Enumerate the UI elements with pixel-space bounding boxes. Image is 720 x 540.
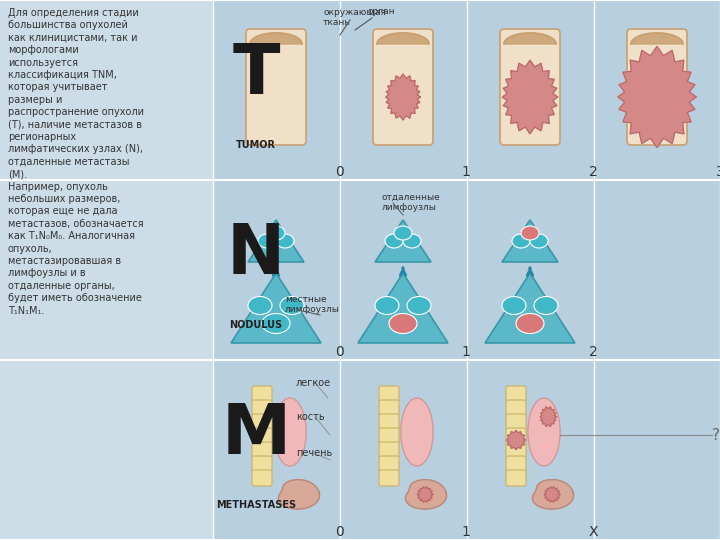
FancyBboxPatch shape (213, 0, 720, 540)
Polygon shape (250, 33, 302, 44)
Text: 0: 0 (335, 345, 343, 359)
Text: N: N (227, 221, 285, 288)
Ellipse shape (274, 398, 306, 466)
Polygon shape (532, 480, 574, 509)
FancyBboxPatch shape (252, 470, 272, 486)
FancyBboxPatch shape (379, 428, 399, 444)
Ellipse shape (375, 296, 399, 314)
Polygon shape (231, 273, 321, 343)
Text: T: T (233, 42, 280, 109)
Ellipse shape (389, 314, 417, 334)
Text: 2: 2 (589, 345, 598, 359)
Polygon shape (386, 74, 420, 120)
Ellipse shape (248, 296, 272, 314)
Ellipse shape (394, 226, 412, 240)
FancyBboxPatch shape (379, 442, 399, 458)
Text: 0: 0 (335, 525, 343, 539)
Text: METHASTASES: METHASTASES (216, 500, 296, 510)
Polygon shape (504, 33, 556, 44)
Text: 1: 1 (462, 525, 470, 539)
FancyBboxPatch shape (252, 400, 272, 416)
Polygon shape (417, 487, 433, 502)
Polygon shape (503, 60, 557, 134)
Ellipse shape (528, 398, 560, 466)
Text: 1: 1 (462, 345, 470, 359)
Polygon shape (485, 273, 575, 343)
Polygon shape (540, 407, 557, 427)
Polygon shape (248, 220, 304, 262)
Polygon shape (631, 33, 683, 44)
FancyBboxPatch shape (252, 428, 272, 444)
Ellipse shape (407, 296, 431, 314)
Ellipse shape (262, 314, 290, 334)
Text: Для определения стадии
большинства опухолей
как клиницистами, так и
морфологами
: Для определения стадии большинства опухо… (8, 8, 144, 316)
FancyBboxPatch shape (506, 442, 526, 458)
FancyBboxPatch shape (379, 456, 399, 472)
Text: M: M (222, 402, 291, 469)
FancyBboxPatch shape (0, 0, 213, 540)
Ellipse shape (534, 296, 558, 314)
Text: печень: печень (296, 448, 332, 458)
FancyBboxPatch shape (379, 414, 399, 430)
Ellipse shape (280, 296, 304, 314)
Ellipse shape (403, 234, 421, 248)
Text: TUMOR: TUMOR (236, 140, 276, 150)
FancyBboxPatch shape (506, 428, 526, 444)
Text: кость: кость (296, 412, 325, 422)
Ellipse shape (401, 398, 433, 466)
FancyBboxPatch shape (252, 456, 272, 472)
FancyBboxPatch shape (252, 386, 272, 402)
Polygon shape (279, 480, 320, 509)
FancyBboxPatch shape (373, 29, 433, 145)
FancyBboxPatch shape (379, 470, 399, 486)
Polygon shape (618, 46, 696, 147)
Polygon shape (377, 33, 429, 44)
Ellipse shape (530, 234, 548, 248)
Ellipse shape (276, 234, 294, 248)
Text: отдаленные
лимфоузлы: отдаленные лимфоузлы (382, 193, 441, 212)
Polygon shape (506, 430, 526, 450)
FancyBboxPatch shape (246, 29, 306, 145)
FancyBboxPatch shape (506, 386, 526, 402)
Ellipse shape (502, 296, 526, 314)
Text: легкое: легкое (296, 378, 331, 388)
Text: ?: ? (712, 428, 720, 442)
FancyBboxPatch shape (500, 29, 560, 145)
FancyBboxPatch shape (252, 414, 272, 430)
Text: местные
лимфоузлы: местные лимфоузлы (285, 295, 340, 314)
FancyBboxPatch shape (379, 386, 399, 402)
FancyBboxPatch shape (506, 456, 526, 472)
Text: 1: 1 (462, 165, 470, 179)
Text: орган: орган (368, 7, 395, 16)
Polygon shape (375, 220, 431, 262)
Ellipse shape (512, 234, 530, 248)
FancyBboxPatch shape (252, 442, 272, 458)
Polygon shape (502, 220, 558, 262)
FancyBboxPatch shape (506, 470, 526, 486)
FancyBboxPatch shape (506, 400, 526, 416)
Polygon shape (544, 487, 560, 502)
Text: 0: 0 (335, 165, 343, 179)
Ellipse shape (521, 226, 539, 240)
FancyBboxPatch shape (627, 29, 687, 145)
Ellipse shape (258, 234, 276, 248)
Ellipse shape (385, 234, 403, 248)
FancyBboxPatch shape (506, 414, 526, 430)
Text: окружающая
ткань: окружающая ткань (323, 8, 386, 28)
Text: X: X (588, 525, 598, 539)
Ellipse shape (516, 314, 544, 334)
Polygon shape (405, 480, 446, 509)
Polygon shape (358, 273, 448, 343)
Text: NODULUS: NODULUS (230, 320, 282, 330)
Ellipse shape (267, 226, 285, 240)
Text: 2: 2 (589, 165, 598, 179)
FancyBboxPatch shape (379, 400, 399, 416)
Text: 3: 3 (716, 165, 720, 179)
